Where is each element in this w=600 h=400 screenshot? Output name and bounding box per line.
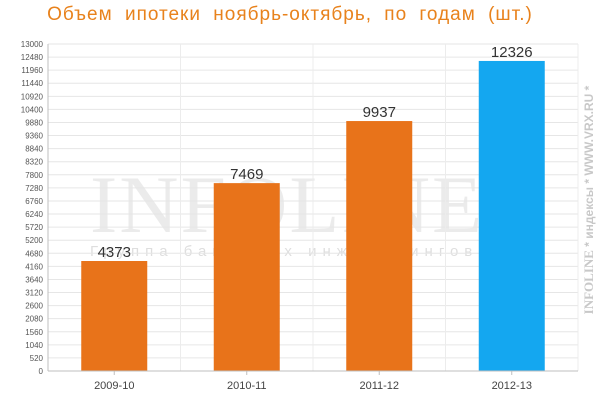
bar-2010-11 [213,183,280,371]
bar-2011-12 [346,121,413,371]
y-tick-label: 4160 [25,262,43,271]
bar-2012-13 [478,60,545,371]
y-tick-label: 13000 [21,40,44,49]
data-label: 12326 [491,44,533,61]
y-tick-label: 7280 [25,184,43,193]
y-tick-label: 7800 [25,171,43,180]
axes: 0 520 1040 1560 2080 2600 3120 3640 4160 4680 5200… [21,40,578,392]
y-tick-label: 1560 [25,328,43,337]
y-tick-label: 10920 [21,92,44,101]
data-label: 7469 [230,166,263,183]
y-tick-label: 8320 [25,158,43,167]
y-tick-label: 520 [30,354,44,363]
y-tick-label: 11960 [21,66,43,75]
y-tick-label: 8840 [25,145,43,154]
data-label: 4373 [98,244,131,261]
y-tick-label: 1040 [25,341,43,350]
bar-2009-10 [81,261,148,371]
data-labels: 4373 7469 9937 12326 [98,44,533,261]
data-label: 9937 [363,104,396,121]
y-tick-label: 10400 [21,105,44,114]
x-tick-label: 2012-13 [492,380,532,392]
y-tick-label: 9360 [25,132,43,141]
y-tick-label: 6760 [25,197,43,206]
y-tick-label: 5720 [25,223,43,232]
y-tick-label: 3640 [25,275,43,284]
watermark-logo: INFOLINE® [90,159,549,250]
x-tick-label: 2010-11 [227,380,267,392]
bars [81,60,545,371]
y-tick-label: 6240 [25,210,43,219]
y-tick-label: 2600 [25,302,43,311]
x-tick-label: 2009-10 [94,380,134,392]
y-tick-label: 9880 [25,118,43,127]
y-tick-label: 0 [39,367,44,376]
y-tick-label: 5200 [25,236,43,245]
x-tick-label: 2011-12 [359,380,399,392]
chart-title: Объем ипотеки ноябрь-октябрь, по годам (… [47,4,533,25]
y-tick-label: 3120 [25,289,43,298]
y-tick-label: 11440 [21,79,43,88]
y-tick-label: 4680 [25,249,43,258]
y-tick-label: 12480 [21,53,44,62]
y-tick-label: 2080 [25,315,43,324]
